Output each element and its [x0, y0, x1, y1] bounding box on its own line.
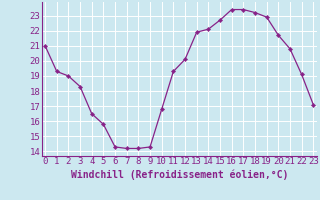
X-axis label: Windchill (Refroidissement éolien,°C): Windchill (Refroidissement éolien,°C)	[70, 169, 288, 180]
